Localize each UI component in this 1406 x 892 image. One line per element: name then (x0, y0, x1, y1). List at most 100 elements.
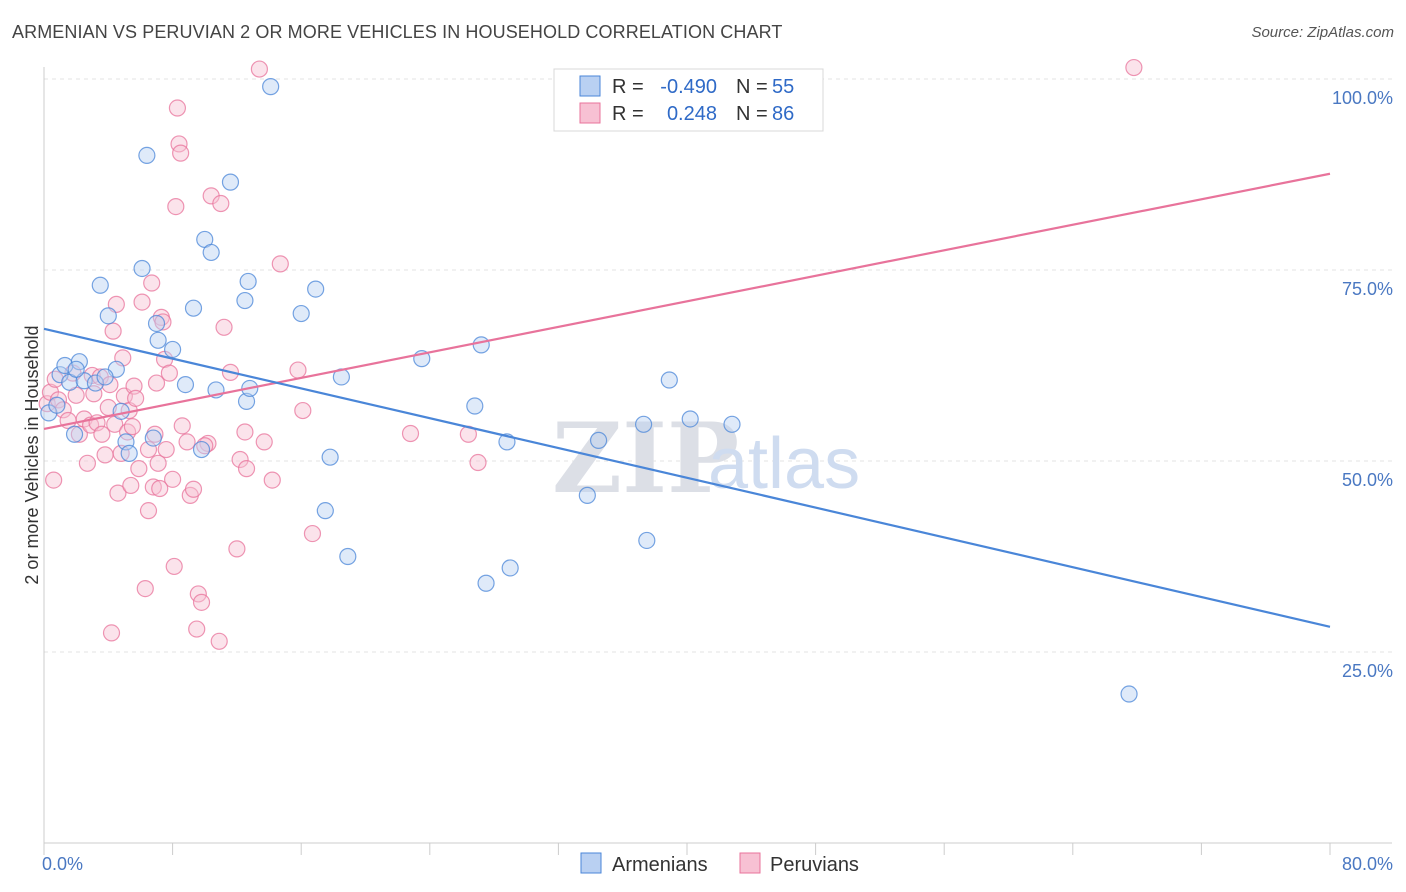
x-tick-label-max: 80.0% (1342, 854, 1393, 874)
y-tick-label: 100.0% (1332, 88, 1393, 108)
peruvians-point (127, 389, 145, 407)
chart-title: ARMENIAN VS PERUVIAN 2 OR MORE VEHICLES … (12, 22, 783, 42)
peruvians-point (78, 454, 97, 472)
armenians-point (176, 376, 195, 394)
watermark-zip: ZIP (552, 402, 739, 515)
peruvians-point (130, 460, 148, 478)
peruvians-point (151, 479, 169, 498)
armenians-point (96, 368, 114, 386)
armenians-point (638, 531, 656, 550)
bottom-legend-swatch-peruvians (739, 852, 761, 874)
armenians-point (292, 304, 310, 323)
peruvians-point (168, 99, 187, 117)
legend-n-label-armenian: N = (736, 76, 768, 98)
armenians-point (321, 448, 339, 466)
legend-r-value-peruvian: 0.248 (667, 103, 717, 125)
armenians-point (133, 259, 151, 278)
armenians-point (236, 291, 254, 310)
peruvians-point (178, 433, 196, 451)
legend-n-value-peruvian: 86 (772, 103, 794, 125)
y-tick-label: 50.0% (1342, 470, 1393, 490)
armenians-point (91, 276, 109, 294)
armenians-point (184, 299, 203, 317)
peruvians-point (164, 470, 182, 488)
legend-n-label-peruvian: N = (736, 103, 768, 125)
peruvians-point (401, 424, 420, 443)
armenians-point (99, 307, 117, 325)
watermark-atlas: atlas (708, 424, 860, 504)
gridlines (44, 78, 1392, 653)
armenians-point (112, 402, 130, 420)
peruvians-point (228, 540, 246, 558)
peruvians-point (160, 364, 178, 382)
peruvians-point (144, 478, 162, 496)
peruvians-point (154, 313, 172, 331)
peruvians-point (271, 255, 289, 273)
armenians-point (144, 429, 162, 447)
peruvians-point (93, 425, 111, 443)
armenians-point (307, 280, 325, 298)
peruvians-point (96, 446, 114, 464)
peruvians-point (215, 318, 233, 336)
peruvians-point (149, 454, 167, 472)
armenians-point (262, 78, 280, 96)
legend-r-label-armenian: R = (612, 76, 644, 98)
peruvians-point (237, 460, 256, 478)
armenians-point (578, 486, 596, 504)
peruvians-point (212, 194, 230, 213)
peruvians-point (136, 579, 154, 598)
peruvians-point (122, 476, 140, 495)
peruvians-point (255, 433, 273, 451)
peruvians-point (263, 471, 281, 489)
armenians-point (221, 173, 240, 191)
peruvians-point (231, 450, 249, 469)
peruvians-point (173, 417, 191, 435)
peruvians-point (157, 440, 175, 459)
peruvians-point (45, 471, 63, 489)
armenians-point (1120, 685, 1138, 703)
armenians-point (466, 397, 484, 415)
peruvians-point (1125, 58, 1143, 77)
peruvians-point (303, 524, 322, 543)
bottom-legend: Armenians Peruvians (580, 852, 859, 876)
peruvians-point (85, 385, 103, 403)
armenians-point (589, 431, 608, 449)
peruvians-point (104, 322, 122, 340)
tick-labels: 25.0% 50.0% 75.0% 100.0% 0.0% 80.0% (42, 88, 1393, 874)
armenians-point (239, 272, 257, 291)
peruvians-point (123, 418, 142, 436)
peruvians-point (289, 361, 307, 379)
peruvians-point (167, 197, 185, 216)
peruvians-point (236, 423, 254, 441)
peruvians-point (210, 632, 228, 650)
legend-n-value-armenian: 55 (772, 76, 794, 98)
armenians-point (192, 440, 211, 459)
armenians-point (120, 444, 138, 462)
peruvians-point (165, 557, 183, 576)
axes (43, 67, 1392, 855)
peruvians-point (469, 453, 487, 472)
armenians-point (472, 336, 490, 354)
watermark: ZIP atlas (552, 402, 860, 515)
peruvians-point (109, 484, 127, 502)
armenians-point (477, 574, 495, 592)
peruvians-point (143, 274, 161, 292)
armenians-point (237, 392, 256, 411)
y-axis-label: 2 or more Vehicles in Household (22, 325, 42, 584)
armenian-points (40, 78, 1138, 703)
armenians-point (634, 415, 653, 433)
peruvians-point (133, 293, 151, 311)
armenians-point (202, 243, 220, 262)
armenians-point (86, 374, 105, 392)
armenians-point (723, 415, 741, 433)
armenians-point (681, 410, 699, 428)
peruvians-point (102, 624, 121, 642)
x-tick-label-min: 0.0% (42, 854, 83, 874)
armenians-point (67, 360, 85, 378)
armenians-point (660, 371, 678, 389)
source-label: Source: ZipAtlas.com (1251, 24, 1394, 41)
armenians-point (164, 340, 182, 359)
armenians-point (65, 425, 84, 443)
legend-r-value-armenian: -0.490 (660, 76, 717, 98)
